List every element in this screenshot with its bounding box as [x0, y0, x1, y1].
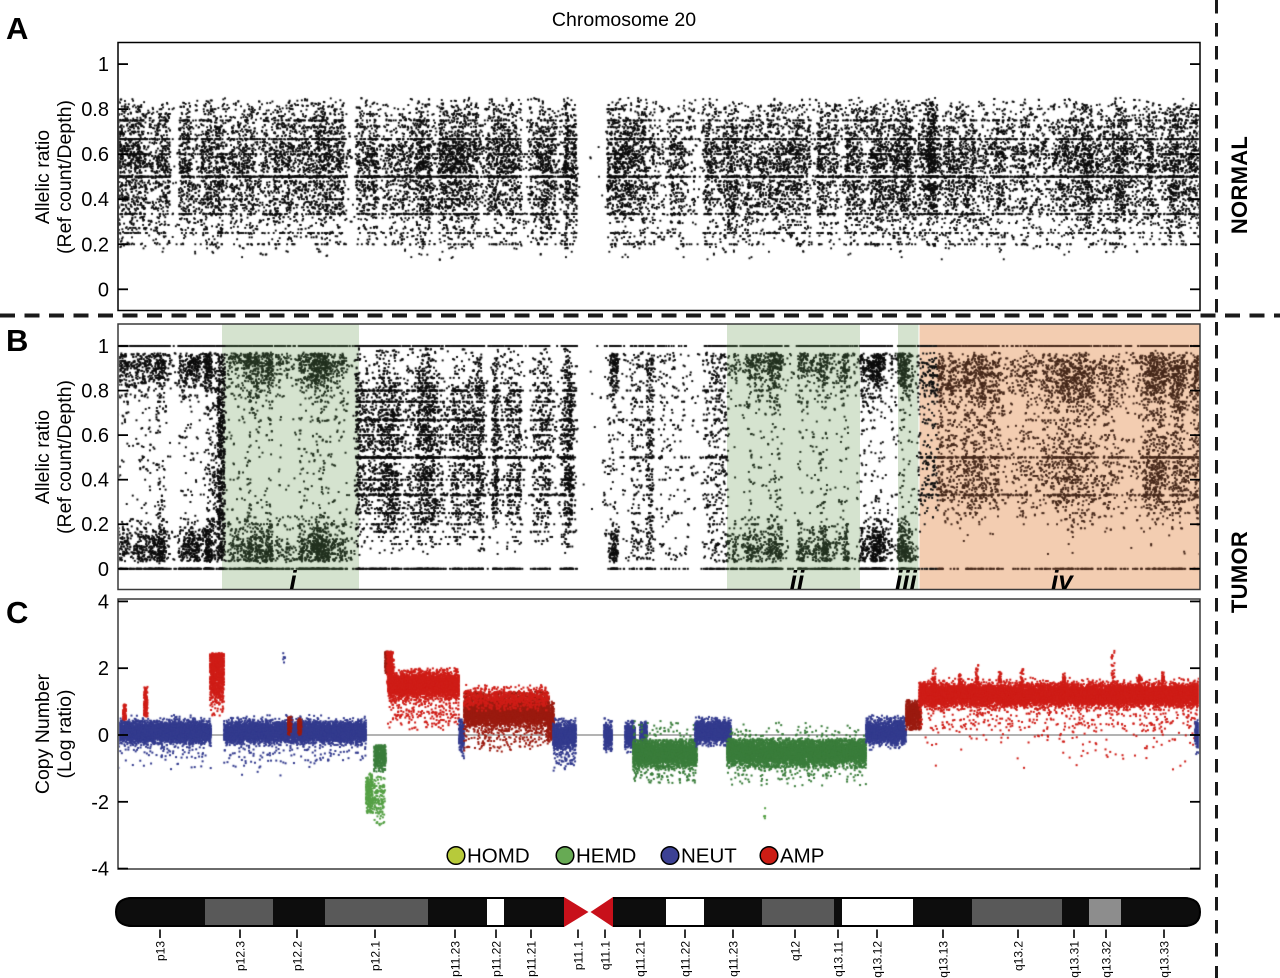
svg-text:Copy Number: Copy Number	[32, 673, 54, 794]
svg-text:0: 0	[98, 279, 109, 301]
svg-text:0: 0	[98, 725, 109, 747]
svg-text:0.8: 0.8	[81, 381, 109, 403]
svg-text:p11.1: p11.1	[572, 941, 586, 970]
svg-text:p12.3: p12.3	[234, 941, 248, 971]
svg-text:q13.12: q13.12	[871, 941, 885, 978]
svg-text:0.4: 0.4	[81, 189, 109, 211]
svg-text:HOMD: HOMD	[467, 845, 530, 868]
svg-text:p13: p13	[154, 941, 168, 961]
svg-text:HEMD: HEMD	[576, 845, 636, 868]
svg-text:NORMAL: NORMAL	[1227, 136, 1252, 234]
svg-text:p12.2: p12.2	[291, 941, 305, 971]
svg-text:0.6: 0.6	[81, 144, 109, 166]
svg-text:Chromosome 20: Chromosome 20	[552, 9, 696, 31]
svg-text:0.2: 0.2	[81, 234, 109, 256]
svg-text:q13.32: q13.32	[1100, 941, 1114, 978]
svg-text:AMP: AMP	[780, 845, 824, 868]
svg-text:iii: iii	[895, 565, 917, 595]
svg-text:1: 1	[98, 54, 109, 76]
svg-text:q13.33: q13.33	[1158, 941, 1172, 978]
svg-text:ii: ii	[790, 565, 805, 595]
svg-text:TUMOR: TUMOR	[1227, 531, 1252, 613]
svg-text:Allelic ratio: Allelic ratio	[32, 130, 54, 224]
svg-text:0.4: 0.4	[81, 470, 109, 492]
svg-text:0.8: 0.8	[81, 99, 109, 121]
svg-text:(Log ratio): (Log ratio)	[54, 690, 76, 779]
svg-text:q13.11: q13.11	[832, 941, 846, 977]
svg-text:q13.31: q13.31	[1068, 941, 1082, 978]
svg-text:(Ref count/Depth): (Ref count/Depth)	[54, 380, 76, 534]
svg-text:q13.13: q13.13	[937, 941, 951, 978]
svg-text:(Ref count/Depth): (Ref count/Depth)	[54, 100, 76, 254]
svg-text:A: A	[6, 11, 28, 46]
svg-text:0.2: 0.2	[81, 514, 109, 536]
svg-text:q11.1: q11.1	[599, 941, 613, 970]
svg-text:C: C	[6, 595, 28, 630]
svg-text:-2: -2	[91, 792, 109, 814]
svg-text:q11.21: q11.21	[634, 941, 648, 977]
svg-text:i: i	[289, 565, 297, 595]
svg-text:iv: iv	[1051, 565, 1074, 595]
svg-text:0.6: 0.6	[81, 425, 109, 447]
svg-text:NEUT: NEUT	[681, 845, 737, 868]
svg-text:p12.1: p12.1	[369, 941, 383, 971]
svg-text:p11.22: p11.22	[490, 941, 504, 977]
svg-text:4: 4	[98, 591, 109, 613]
svg-text:q11.23: q11.23	[727, 941, 741, 977]
svg-text:p11.21: p11.21	[525, 941, 539, 977]
svg-text:-4: -4	[91, 859, 109, 881]
svg-text:1: 1	[98, 336, 109, 358]
svg-text:q13.2: q13.2	[1012, 941, 1026, 971]
svg-text:2: 2	[98, 658, 109, 680]
svg-text:B: B	[6, 323, 28, 358]
svg-text:q12: q12	[789, 941, 803, 961]
svg-text:p11.23: p11.23	[449, 941, 463, 977]
svg-text:Allelic ratio: Allelic ratio	[32, 410, 54, 504]
svg-text:q11.22: q11.22	[679, 941, 693, 977]
svg-text:0: 0	[98, 559, 109, 581]
